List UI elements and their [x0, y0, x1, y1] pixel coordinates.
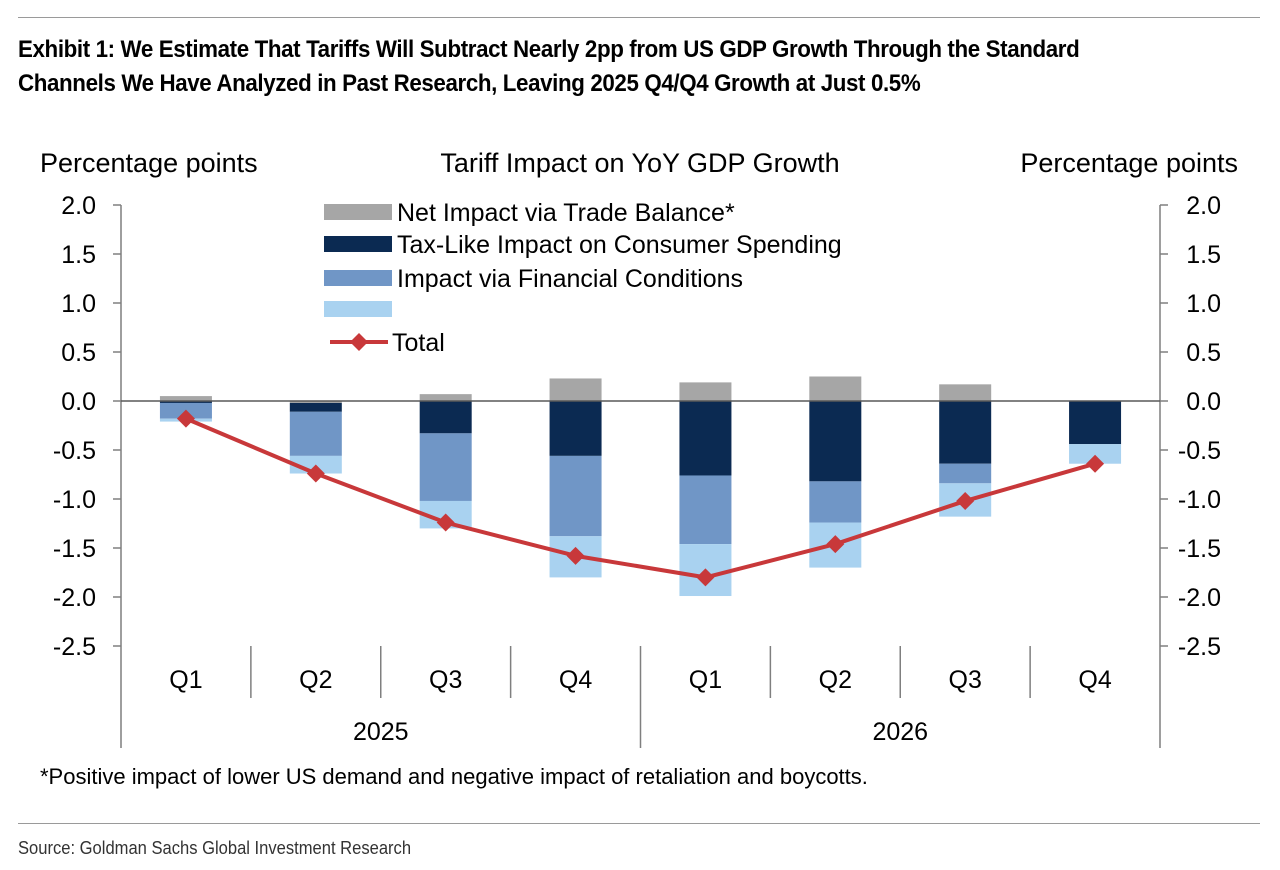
bar-segment-series-1 [1069, 401, 1122, 445]
bar-segment-series-0 [939, 384, 992, 401]
exhibit-title: Exhibit 1: We Estimate That Tariffs Will… [18, 33, 1171, 101]
bar-segment-series-2 [289, 411, 342, 456]
legend-label-series-0: Net Impact via Trade Balance* [397, 199, 735, 227]
legend-label-series-1: Tax-Like Impact on Consumer Spending [397, 231, 842, 259]
year-label: 2026 [872, 718, 928, 746]
y-tick-label-left: 0.0 [61, 388, 96, 416]
x-tick-label: Q4 [1078, 666, 1111, 694]
x-tick-label: Q1 [169, 666, 202, 694]
source-note: Source: Goldman Sachs Global Investment … [18, 838, 412, 858]
bar-segment-series-1 [809, 401, 862, 482]
bar-segment-series-0 [289, 401, 342, 403]
legend-swatch-series-2 [324, 270, 392, 286]
x-tick-label: Q3 [949, 666, 982, 694]
bar-segment-series-2 [939, 463, 992, 484]
y-tick-label-left: -0.5 [53, 437, 96, 465]
legend-swatch-series-1 [324, 236, 392, 252]
y-tick-label-right: 2.0 [1186, 192, 1221, 220]
x-tick-label: Q4 [559, 666, 592, 694]
total-marker [696, 568, 715, 587]
y-tick-label-right: -2.5 [1178, 633, 1221, 661]
y-tick-label-left: -2.0 [53, 584, 96, 612]
y-tick-label-right: -1.5 [1178, 535, 1221, 563]
footnote: *Positive impact of lower US demand and … [40, 764, 868, 789]
legend-label-total: Total [392, 329, 445, 357]
bar-segment-series-0 [549, 378, 602, 401]
x-tick-label: Q2 [299, 666, 332, 694]
bar-segment-series-0 [679, 382, 732, 401]
y-tick-label-left: 1.0 [61, 290, 96, 318]
bar-segment-series-1 [419, 401, 472, 434]
y-tick-label-left: 0.5 [61, 339, 96, 367]
legend-label-series-2: Impact via Financial Conditions [397, 265, 743, 293]
total-marker [306, 464, 325, 483]
bar-segment-series-2 [809, 481, 862, 523]
chart: Percentage points Tariff Impact on YoY G… [40, 148, 1238, 789]
x-tick-label: Q1 [689, 666, 722, 694]
total-marker [956, 491, 975, 510]
bar-segment-series-1 [679, 401, 732, 476]
bar-segment-series-1 [549, 401, 602, 456]
y-tick-label-left: -1.0 [53, 486, 96, 514]
y-tick-label-right: -1.0 [1178, 486, 1221, 514]
total-marker [176, 409, 195, 428]
x-tick-label: Q2 [819, 666, 852, 694]
y-tick-label-right: 0.5 [1186, 339, 1221, 367]
y-tick-label-left: 2.0 [61, 192, 96, 220]
legend-marker-total [350, 333, 368, 351]
total-marker [826, 535, 845, 554]
total-marker [1086, 454, 1105, 473]
bar-segment-series-0 [159, 396, 212, 401]
total-marker [566, 546, 585, 565]
y-tick-label-left: -1.5 [53, 535, 96, 563]
y-tick-label-right: -0.5 [1178, 437, 1221, 465]
exhibit-title-line-1: Exhibit 1: We Estimate That Tariffs Will… [18, 36, 1080, 63]
y-tick-label-left: 1.5 [61, 241, 96, 269]
bar-segment-series-0 [419, 394, 472, 401]
bar-segment-series-2 [679, 475, 732, 545]
x-tick-label: Q3 [429, 666, 462, 694]
y-axis-label-left: Percentage points [40, 148, 258, 178]
total-marker [436, 513, 455, 532]
legend-swatch-series-3 [324, 301, 392, 317]
total-line [185, 416, 1096, 580]
bar-segment-series-2 [419, 433, 472, 501]
bar-segment-series-3 [1069, 444, 1122, 464]
top-rule [18, 17, 1260, 18]
bar-segment-series-1 [939, 401, 992, 464]
y-tick-label-right: 1.5 [1186, 241, 1221, 269]
y-tick-label-right: 0.0 [1186, 388, 1221, 416]
year-label: 2025 [353, 718, 409, 746]
y-tick-label-right: -2.0 [1178, 584, 1221, 612]
bottom-rule [18, 823, 1260, 824]
bar-segment-series-1 [289, 402, 342, 412]
y-tick-label-right: 1.0 [1186, 290, 1221, 318]
y-axis-label-right: Percentage points [1020, 148, 1238, 178]
bar-segment-series-2 [549, 455, 602, 537]
bar-segment-series-0 [809, 376, 862, 401]
y-tick-label-left: -2.5 [53, 633, 96, 661]
chart-title: Tariff Impact on YoY GDP Growth [440, 148, 839, 178]
legend-swatch-series-0 [324, 204, 392, 220]
exhibit-title-line-2: Channels We Have Analyzed in Past Resear… [18, 70, 921, 97]
bar-segment-series-1 [159, 401, 212, 403]
